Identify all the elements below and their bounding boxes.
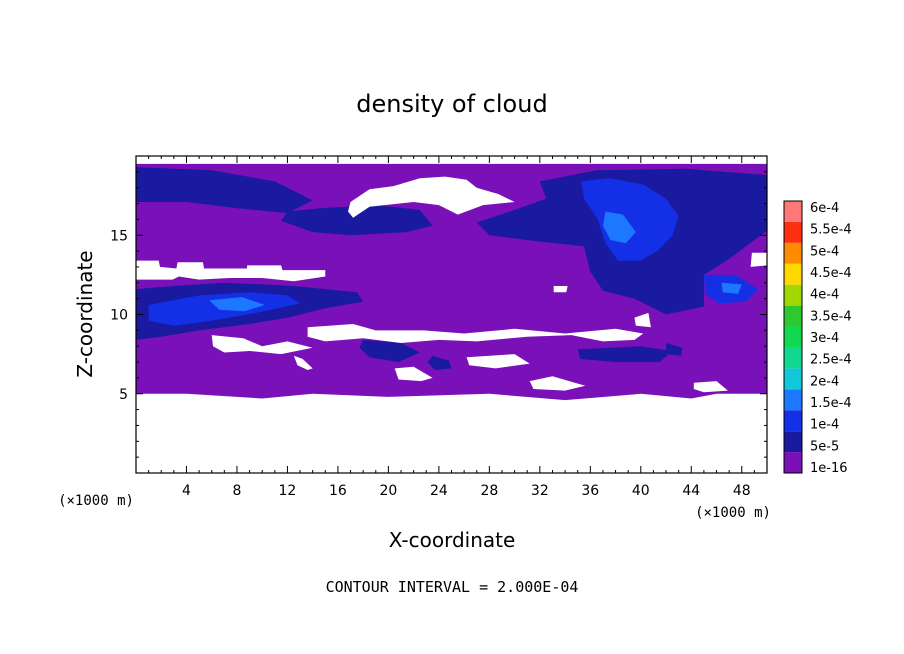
colorbar-label: 4.5e-4: [810, 266, 852, 281]
no-cloud-gap: [693, 381, 728, 393]
colorbar-swatch: [784, 242, 802, 264]
colorbar: 1e-16 5e-5 1e-4 1.5e-4 2e-4 2.5e-4 3e-4 3.5e-4 4…: [783, 200, 852, 476]
x-tick-label: 28: [480, 483, 498, 499]
y-axis-label: Z-coordinate: [73, 250, 97, 377]
x-tick-label: 24: [430, 483, 448, 499]
no-cloud-gap: [466, 354, 530, 369]
colorbar-swatch: [784, 263, 802, 285]
x-tick-label: 36: [581, 483, 599, 499]
no-cloud-gap: [394, 366, 433, 382]
no-cloud-gap: [529, 376, 586, 391]
colorbar-label: 2.5e-4: [810, 353, 852, 368]
no-cloud-gap: [307, 324, 644, 343]
no-cloud-gap: [750, 252, 767, 267]
colorbar-label: 3.5e-4: [810, 309, 852, 324]
chart-title: density of cloud: [356, 90, 547, 118]
x-tick-label: 44: [682, 483, 700, 499]
colorbar-swatch: [784, 284, 802, 306]
contour-region-5e-5: [577, 346, 673, 363]
colorbar-swatch: [784, 305, 802, 327]
colorbar-label: 5e-4: [810, 244, 839, 259]
x-tick-label: 32: [531, 483, 549, 499]
y-unit-label: (×1000 m): [58, 493, 134, 509]
contour-region-5e-5: [427, 355, 452, 370]
no-cloud-gap: [293, 355, 313, 370]
colorbar-label: 5.5e-4: [810, 223, 852, 238]
x-tick-label: 16: [329, 483, 347, 499]
y-tick-label: 10: [110, 308, 128, 324]
contour-region-1e-4: [581, 178, 679, 261]
colorbar-label: 3e-4: [810, 331, 839, 346]
contour-region-5e-5: [136, 167, 313, 214]
x-axis-label: X-coordinate: [389, 528, 516, 552]
colorbar-swatch: [784, 389, 802, 411]
colorbar-label: 1e-4: [810, 418, 839, 433]
contour-field: [136, 163, 767, 401]
y-axis: 5 10 15: [110, 171, 767, 458]
colorbar-swatch: [784, 326, 802, 348]
colorbar-label: 6e-4: [810, 201, 839, 216]
colorbar-swatch: [784, 452, 802, 473]
x-tick-label: 48: [733, 483, 751, 499]
colorbar-label: 1e-16: [810, 461, 848, 476]
colorbar-swatch: [784, 347, 802, 369]
no-cloud-gap: [553, 286, 568, 293]
y-tick-label: 5: [119, 387, 128, 403]
contour-region-5e-5: [359, 339, 420, 363]
y-tick-label: 15: [110, 228, 128, 244]
contour-region-5e-5: [666, 343, 683, 356]
x-tick-label: 4: [182, 483, 191, 499]
colorbar-swatch: [784, 431, 802, 453]
colorbar-swatch: [784, 221, 802, 243]
colorbar-frame: [783, 200, 803, 474]
no-cloud-gap: [211, 335, 313, 355]
colorbar-label: 4e-4: [810, 288, 839, 303]
x-tick-label: 12: [279, 483, 297, 499]
contour-region-5e-5: [281, 205, 433, 236]
contour-region-1.5e-4: [721, 282, 742, 294]
x-tick-label: 40: [632, 483, 650, 499]
x-tick-label: 20: [379, 483, 397, 499]
x-axis: 4 8 12 16 20 24 28 32 36 40 44 48: [148, 156, 755, 499]
colorbar-swatch: [784, 368, 802, 390]
colorbar-swatch: [784, 201, 802, 222]
colorbar-label: 2e-4: [810, 374, 839, 389]
x-tick-label: 8: [232, 483, 241, 499]
contour-interval-note: CONTOUR INTERVAL = 2.000E-04: [326, 578, 579, 596]
no-cloud-gap: [136, 260, 326, 282]
colorbar-swatch: [784, 410, 802, 432]
contour-region-1.5e-4: [602, 211, 636, 244]
x-unit-label: (×1000 m): [695, 505, 771, 521]
colorbar-label: 1.5e-4: [810, 396, 852, 411]
colorbar-label: 5e-5: [810, 439, 839, 454]
contour-region-1.5e-4: [209, 297, 265, 312]
no-cloud-gap: [348, 176, 515, 218]
no-cloud-gap: [634, 312, 651, 328]
